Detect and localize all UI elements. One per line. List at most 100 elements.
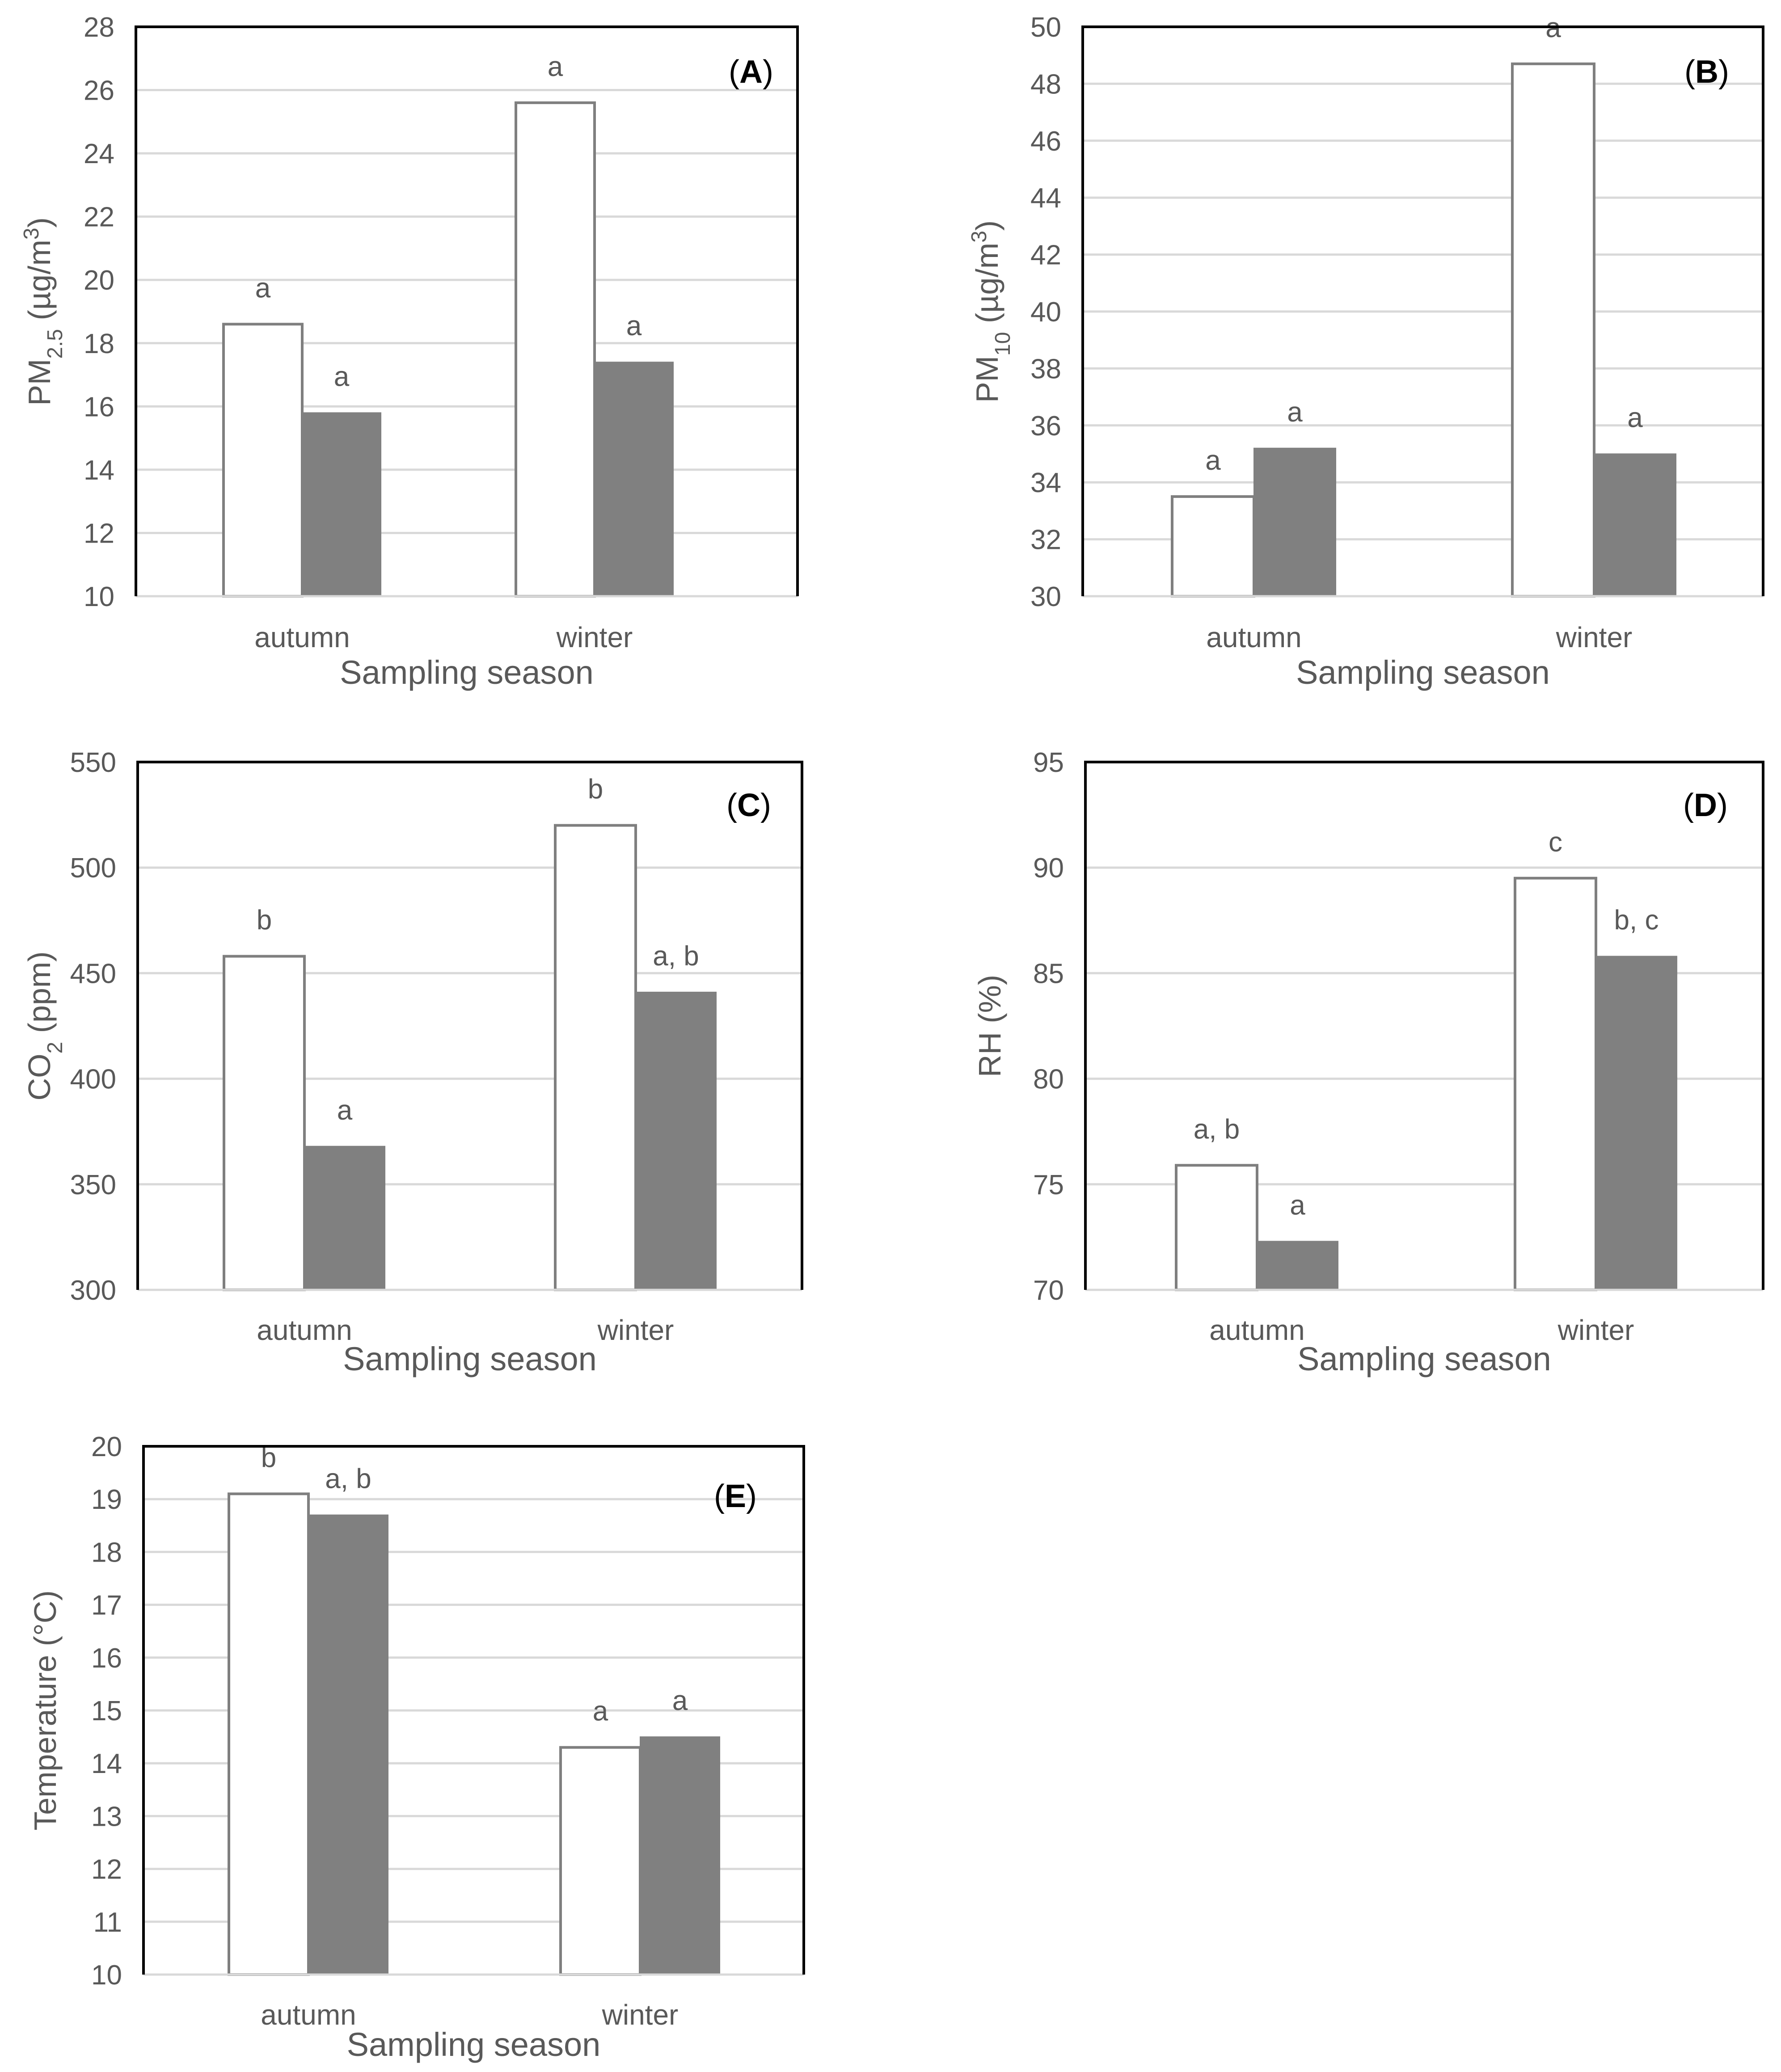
chart-panel-d: 70 75 80 85 90 95 a, b c a b, c autumn winterSampli…	[972, 747, 1764, 1377]
y-tick-label: 16	[91, 1643, 122, 1674]
y-title-base: PM	[22, 359, 57, 406]
x-axis-title: Sampling season	[343, 1340, 597, 1377]
y-tick-label: 12	[91, 1854, 122, 1885]
plot-frame	[1084, 761, 1764, 1290]
y-title-base: PM	[970, 356, 1004, 403]
panel-label-letter: B	[1695, 54, 1718, 90]
significance-label: a, b	[325, 1464, 371, 1495]
y-title-subscript: 2	[43, 1042, 67, 1054]
y-axis-title: CO2 (ppm)	[22, 952, 67, 1101]
x-tick-label: autumn	[1206, 621, 1301, 653]
bar-filled-winter	[635, 991, 717, 1290]
y-tick-label: 36	[1030, 411, 1061, 442]
significance-label: a	[337, 1095, 353, 1126]
bar-open-winter	[515, 101, 596, 598]
bar-open-winter	[559, 1746, 641, 1976]
panel-label-open-paren: (	[729, 54, 739, 90]
x-axis-title: Sampling season	[1297, 1340, 1551, 1377]
y-title-base: CO	[22, 1053, 57, 1100]
x-axis-title: Sampling season	[1296, 654, 1550, 691]
y-tick-label: 13	[91, 1801, 122, 1832]
panel-label-close-paren: )	[760, 788, 771, 823]
y-tick-label: 350	[70, 1170, 116, 1200]
significance-label: a	[1290, 1190, 1305, 1221]
y-tick-label: 14	[91, 1748, 122, 1779]
y-tick-label: 40	[1030, 297, 1061, 328]
y-axis-title: PM10 (µg/m3)	[967, 220, 1015, 403]
y-axis-title: PM2.5 (µg/m3)	[20, 217, 67, 406]
y-tick-label: 500	[70, 853, 116, 884]
y-title-subscript: 10	[991, 332, 1015, 356]
significance-label: b	[257, 905, 272, 936]
y-title-unit: (µg/m	[970, 243, 1004, 332]
y-tick-label: 48	[1030, 69, 1061, 100]
significance-label: a	[255, 273, 271, 303]
x-tick-label: winter	[556, 621, 633, 653]
y-tick-label: 22	[84, 202, 114, 233]
significance-label: b, c	[1614, 905, 1659, 936]
y-tick-label: 17	[91, 1590, 122, 1621]
significance-label: a	[593, 1696, 608, 1727]
bar-open-autumn	[222, 323, 304, 598]
bar-filled-winter	[640, 1736, 720, 1975]
y-title-unit-close: )	[970, 220, 1004, 231]
y-tick-label: 85	[1033, 958, 1064, 989]
panel-label: (D)	[1683, 788, 1728, 823]
significance-label: a	[672, 1685, 688, 1716]
x-axis-title: Sampling season	[347, 2026, 601, 2063]
y-tick-label: 20	[84, 265, 114, 296]
y-title-superscript: 3	[20, 228, 43, 240]
y-axis-title: Temperature (°C)	[28, 1590, 63, 1831]
x-tick-label: winter	[602, 1999, 679, 2031]
significance-label: a	[1287, 397, 1303, 428]
panel-label-letter: E	[725, 1478, 746, 1514]
y-axis-title: RH (%)	[972, 975, 1007, 1077]
y-tick-label: 30	[1030, 581, 1061, 612]
y-title-subscript: 2.5	[43, 329, 67, 359]
significance-label: a	[548, 51, 563, 82]
panel-label-letter: A	[739, 54, 763, 90]
y-tick-label: 80	[1033, 1064, 1064, 1095]
significance-label: a	[1627, 403, 1643, 434]
y-tick-label: 28	[84, 12, 114, 43]
bar-open-autumn	[228, 1492, 310, 1976]
y-tick-label: 14	[84, 455, 114, 486]
panel-label-open-paren: (	[714, 1478, 725, 1514]
bar-open-winter	[1511, 62, 1595, 598]
y-tick-label: 450	[70, 958, 116, 989]
y-tick-label: 70	[1033, 1275, 1064, 1306]
y-title-unit: (ppm)	[22, 952, 57, 1042]
y-tick-label: 32	[1030, 525, 1061, 556]
y-title-base: Temperature (°C)	[28, 1590, 63, 1831]
bar-filled-autumn	[302, 412, 381, 597]
panel-label: (B)	[1684, 54, 1729, 90]
y-tick-label: 38	[1030, 354, 1061, 384]
x-tick-label: autumn	[254, 621, 350, 653]
panel-label: (C)	[726, 788, 771, 823]
y-tick-label: 10	[91, 1960, 122, 1991]
significance-label: a, b	[1194, 1114, 1240, 1145]
y-tick-label: 20	[91, 1432, 122, 1462]
chart-panel-a: 10 12 14 16 18 20 22 24 26 28 a a a a autumn winterSamp…	[20, 12, 799, 691]
bar-open-winter	[1514, 876, 1597, 1291]
bar-filled-winter	[1594, 453, 1676, 597]
x-tick-label: autumn	[257, 1314, 352, 1346]
plot-frame	[1081, 25, 1764, 596]
y-tick-label: 75	[1033, 1170, 1064, 1200]
chart-panel-c: 300 350 400 450 500 550 b b a a, b autumn winterSam…	[22, 747, 803, 1377]
bar-open-winter	[554, 824, 637, 1291]
y-tick-label: 95	[1033, 747, 1064, 778]
y-tick-label: 50	[1030, 12, 1061, 43]
significance-label: c	[1549, 827, 1562, 858]
y-tick-label: 24	[84, 139, 114, 169]
bar-filled-autumn	[304, 1145, 385, 1291]
y-tick-label: 300	[70, 1275, 116, 1306]
x-tick-label: winter	[597, 1314, 674, 1346]
y-tick-label: 550	[70, 747, 116, 778]
bar-open-autumn	[1175, 1164, 1258, 1291]
y-tick-label: 10	[84, 581, 114, 612]
significance-label: a	[626, 311, 642, 341]
x-tick-label: autumn	[261, 1999, 356, 2031]
